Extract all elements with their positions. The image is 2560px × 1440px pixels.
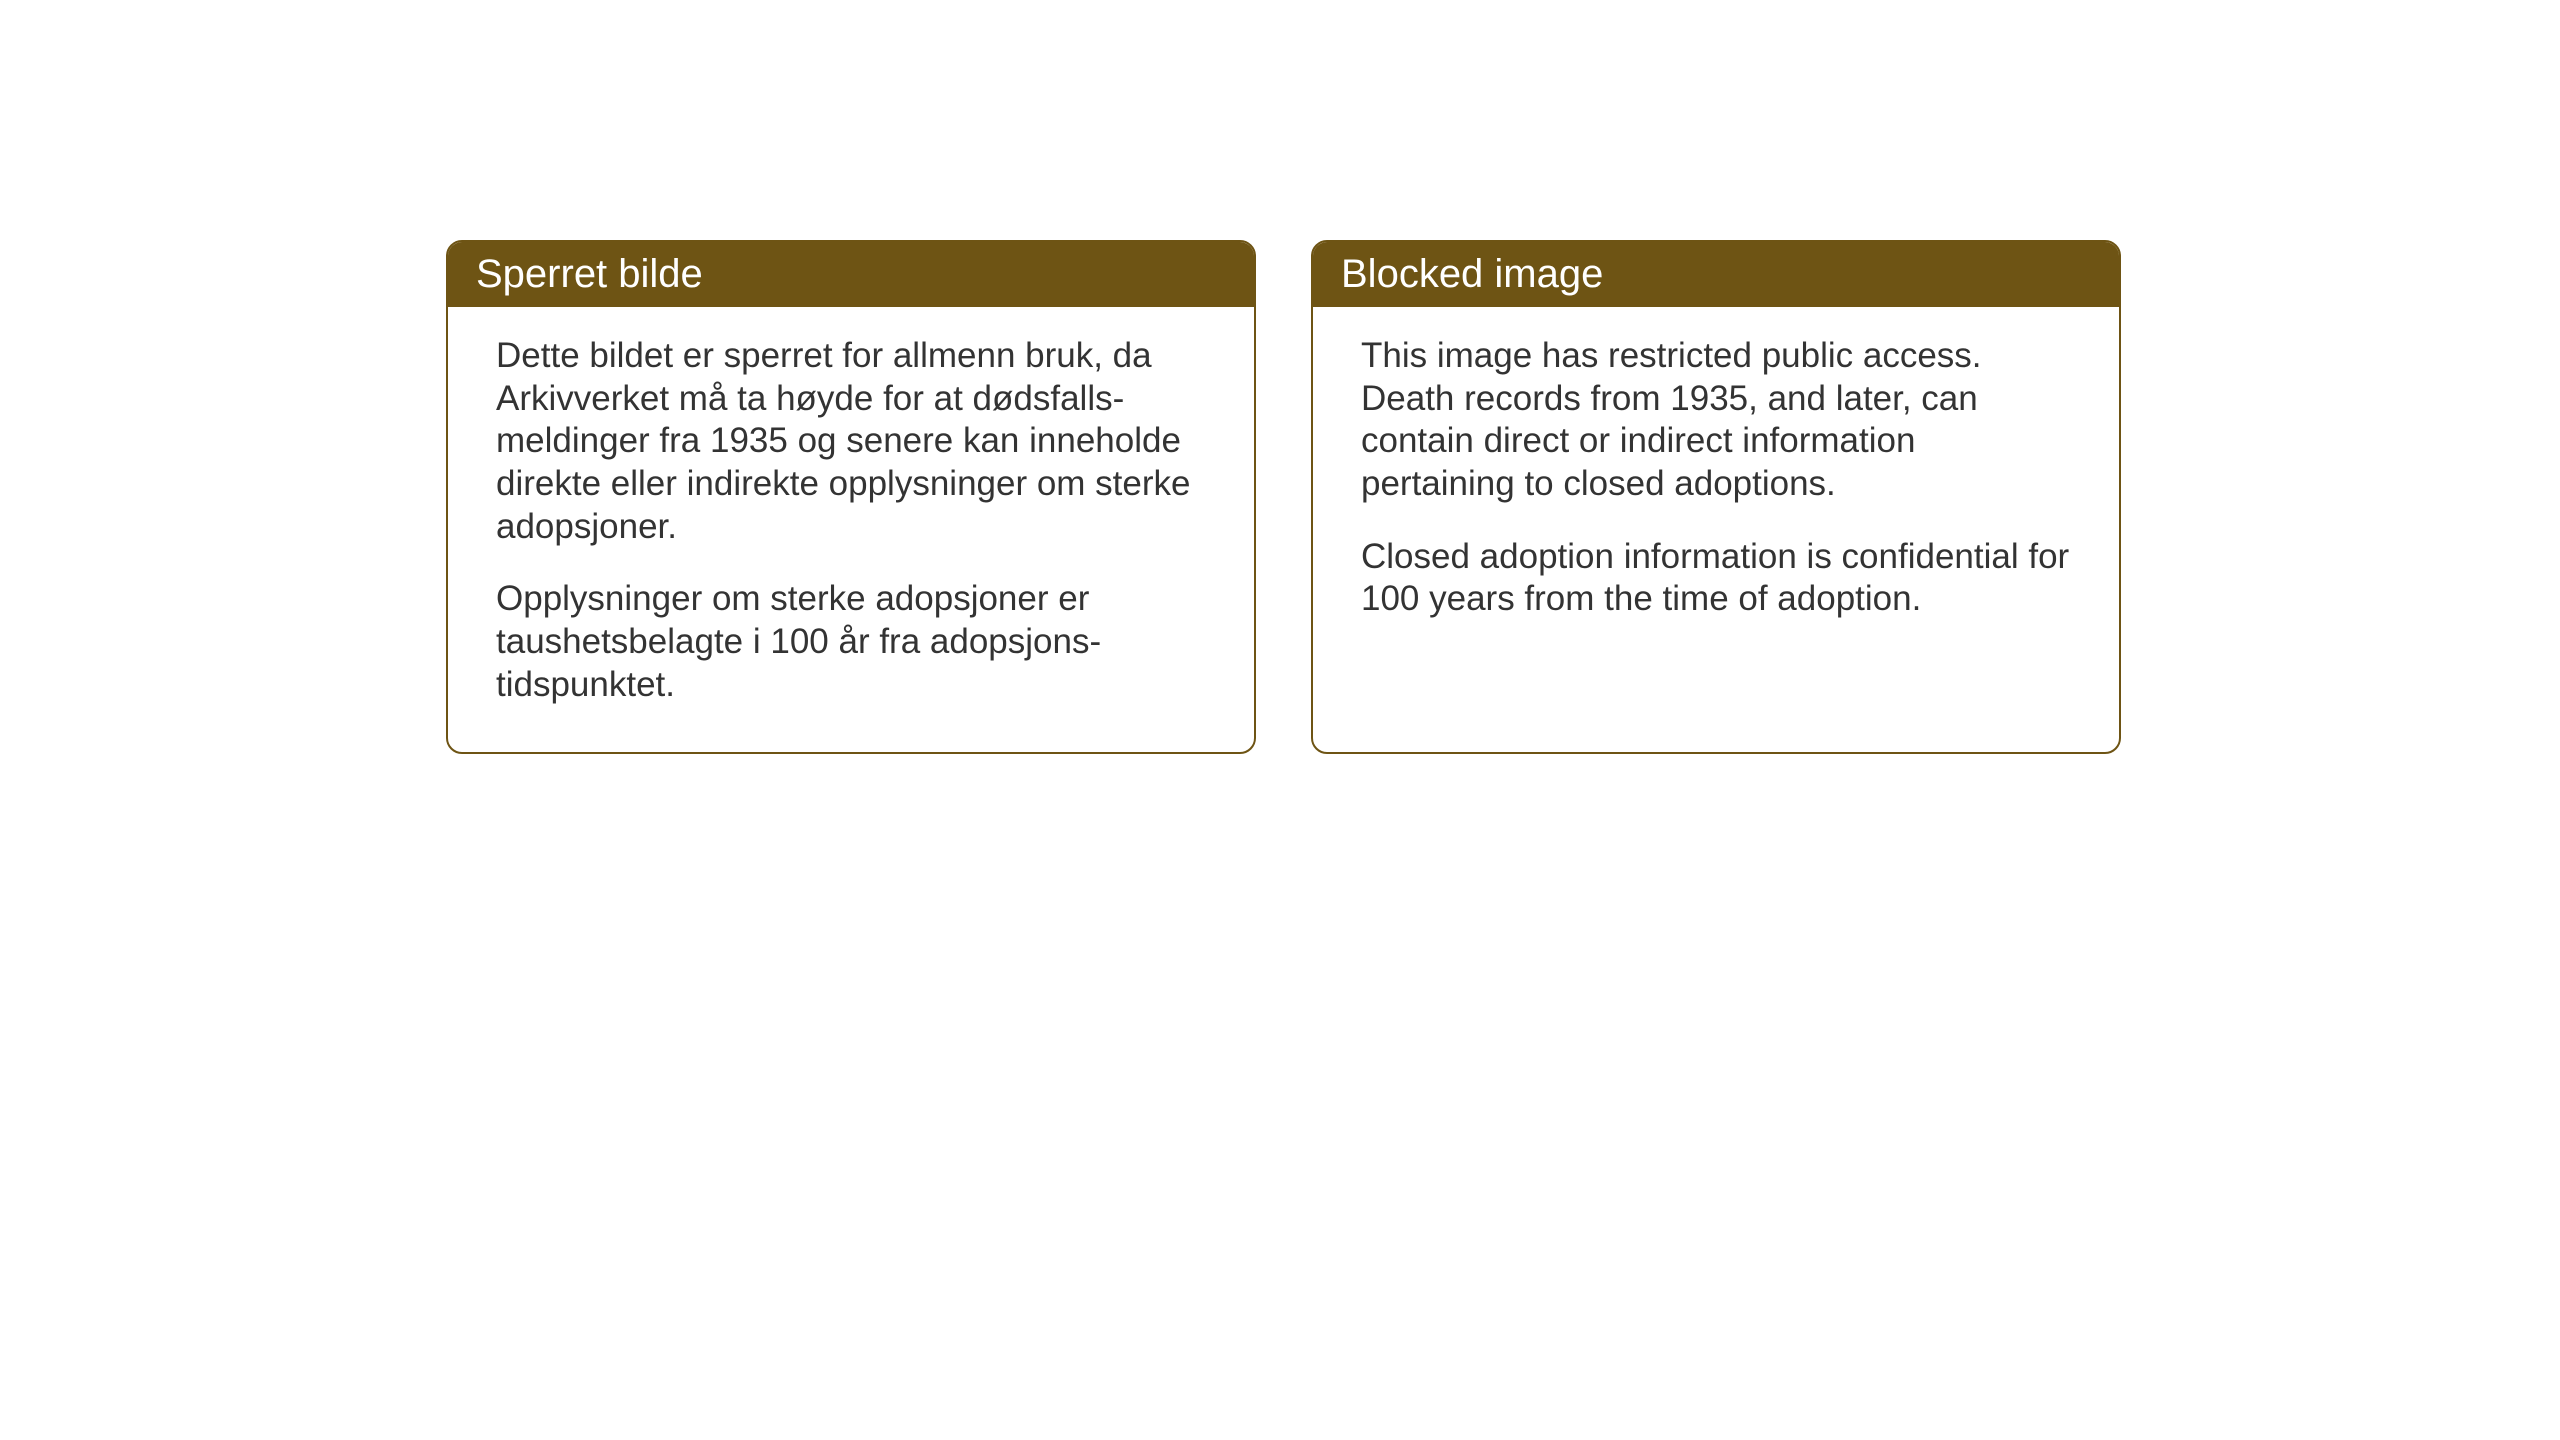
- card-paragraph-1-english: This image has restricted public access.…: [1361, 335, 2071, 506]
- card-body-norwegian: Dette bildet er sperret for allmenn bruk…: [448, 307, 1254, 752]
- notice-card-norwegian: Sperret bilde Dette bildet er sperret fo…: [446, 240, 1256, 754]
- card-title-english: Blocked image: [1341, 252, 1603, 296]
- card-paragraph-1-norwegian: Dette bildet er sperret for allmenn bruk…: [496, 335, 1206, 548]
- card-body-english: This image has restricted public access.…: [1313, 307, 2119, 666]
- card-header-norwegian: Sperret bilde: [448, 242, 1254, 307]
- card-paragraph-2-norwegian: Opplysninger om sterke adopsjoner er tau…: [496, 578, 1206, 706]
- card-paragraph-2-english: Closed adoption information is confident…: [1361, 536, 2071, 621]
- notice-cards-container: Sperret bilde Dette bildet er sperret fo…: [446, 240, 2121, 754]
- notice-card-english: Blocked image This image has restricted …: [1311, 240, 2121, 754]
- card-header-english: Blocked image: [1313, 242, 2119, 307]
- card-title-norwegian: Sperret bilde: [476, 252, 703, 296]
